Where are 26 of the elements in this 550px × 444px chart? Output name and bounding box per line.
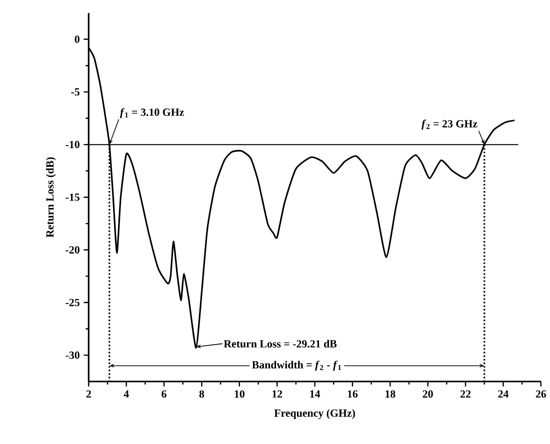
x-tick-label: 4	[124, 390, 129, 398]
y-tick-label: -30	[66, 351, 80, 359]
x-tick-label: 26	[536, 390, 546, 398]
y-tick-label: -20	[66, 246, 80, 254]
x-tick-label: 18	[386, 390, 396, 398]
x-tick-label: 12	[272, 390, 282, 398]
annotation: f$_{2}$ = 23 GHz	[422, 120, 478, 130]
annotation: Bandwidth = f$_{2}$ - f$_{1}$	[252, 360, 342, 371]
x-tick-label: 20	[422, 390, 433, 398]
y-tick-label: -15	[66, 193, 80, 201]
x-tick-label: 2	[86, 390, 91, 398]
x-tick-label: 8	[199, 390, 204, 398]
annotation: Return Loss = -29.21 dB	[224, 340, 337, 348]
x-axis-title: Frequency (GHz)	[274, 409, 355, 419]
x-tick-label: 24	[498, 390, 508, 398]
y-axis-title: Return Loss (dB)	[46, 157, 56, 238]
x-tick-label: 14	[310, 390, 320, 398]
x-tick-label: 22	[460, 390, 471, 398]
y-tick-label: -5	[71, 88, 80, 96]
annotation: f$_{1}$ = 3.10 GHz	[120, 108, 184, 118]
y-tick-label: -10	[66, 140, 80, 148]
y-tick-label: -25	[66, 298, 80, 306]
x-tick-label: 16	[348, 390, 358, 398]
y-tick-label: 0	[74, 35, 80, 43]
x-tick-label: 10	[234, 390, 244, 398]
x-tick-label: 6	[162, 390, 166, 398]
